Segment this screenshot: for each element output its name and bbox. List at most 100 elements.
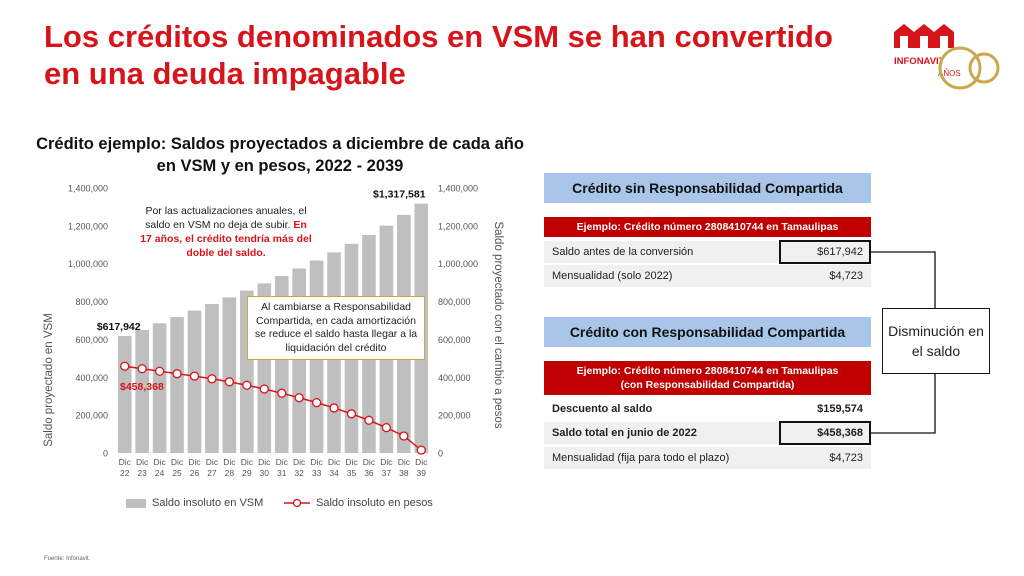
infonavit-houses-icon: [894, 24, 954, 48]
x-tick-label: Dic 34: [328, 457, 341, 478]
y-axis-label-left: Saldo proyectado en VSM: [43, 313, 55, 447]
bar: [222, 297, 237, 453]
data-point: [416, 445, 426, 455]
x-tick-label: Dic 32: [293, 457, 306, 478]
infonavit-50-logo: INFONAVIT AÑOS: [894, 24, 1000, 90]
data-point: [224, 377, 235, 387]
legend-item-pesos: Saldo insoluto en pesos: [284, 497, 433, 509]
row-label: Saldo antes de la conversión: [552, 246, 694, 258]
y-tick-label-left: 0: [103, 449, 108, 459]
y-tick-label-left: 200,000: [75, 411, 108, 421]
panel-no-shared-header: Crédito sin Responsabilidad Compartida: [544, 173, 871, 203]
highlight-box-before: [779, 240, 871, 264]
logo-brand: INFONAVIT: [894, 56, 945, 67]
bar: [117, 336, 132, 453]
table-row: Mensualidad (solo 2022) $4,723: [544, 265, 871, 287]
data-point: [364, 415, 374, 425]
x-tick-label: Dic 35: [345, 457, 358, 478]
legend-item-vsm: Saldo insoluto en VSM: [126, 497, 263, 509]
y-tick-label-left: 800,000: [75, 297, 108, 307]
y-tick-label-right: 600,000: [438, 335, 471, 345]
y-tick-label-right: 400,000: [438, 373, 471, 383]
row-value: $4,723: [829, 270, 863, 282]
data-label-first-point: $458,368: [120, 381, 164, 393]
y-tick-label-left: 1,200,000: [68, 221, 108, 231]
data-point: [311, 397, 322, 408]
chart-title: Crédito ejemplo: Saldos proyectados a di…: [36, 135, 524, 175]
data-point: [399, 431, 409, 441]
data-label-first-bar: $617,942: [97, 321, 141, 333]
table-row: Mensualidad (fija para todo el plazo) $4…: [544, 447, 871, 469]
annotation-vsm-growth: Por las actualizaciones anuales, el sald…: [138, 204, 314, 260]
row-label: Mensualidad (fija para todo el plazo): [552, 452, 730, 464]
x-tick-label: Dic 28: [223, 457, 236, 478]
y-tick-label-right: 1,000,000: [438, 259, 478, 269]
row-label: Mensualidad (solo 2022): [552, 270, 673, 282]
x-tick-label: Dic 27: [206, 457, 219, 478]
data-point: [329, 403, 339, 413]
callout-decrease: Disminución en el saldo: [882, 308, 990, 374]
data-point: [381, 422, 392, 433]
x-tick-label: Dic 39: [415, 457, 428, 478]
table-row: Descuento al saldo $159,574: [544, 398, 871, 420]
x-tick-label: Dic 38: [398, 457, 411, 478]
annotation-vsm-growth-highlight: En 17 años, el crédito tendría más del d…: [140, 219, 312, 259]
bar: [152, 323, 167, 453]
table-row: Saldo antes de la conversión $617,942: [544, 241, 871, 263]
y-tick-label-left: 1,000,000: [68, 259, 108, 269]
data-label-last-bar: $1,317,581: [373, 189, 426, 201]
data-point: [189, 371, 200, 381]
data-point: [172, 369, 182, 379]
row-value: $159,574: [817, 403, 863, 415]
annotation-vsm-growth-text: Por las actualizaciones anuales, el sald…: [145, 205, 307, 231]
y-tick-label-left: 600,000: [75, 335, 108, 345]
row-value: $458,368: [817, 427, 863, 439]
data-point: [346, 409, 357, 419]
data-point: [277, 388, 287, 398]
logo-sub: AÑOS: [938, 69, 961, 78]
x-tick-label: Dic 22: [119, 457, 132, 478]
x-tick-label: Dic 25: [171, 457, 184, 478]
legend-label-pesos: Saldo insoluto en pesos: [316, 497, 433, 509]
data-point: [242, 380, 252, 390]
x-tick-label: Dic 24: [153, 457, 166, 478]
y-tick-label-right: 0: [438, 449, 443, 459]
data-point: [207, 374, 217, 384]
data-point: [259, 384, 269, 394]
row-label: Saldo total en junio de 2022: [552, 427, 697, 439]
legend-swatch-line: [284, 498, 310, 508]
legend-label-vsm: Saldo insoluto en VSM: [152, 497, 264, 509]
x-tick-label: Dic 29: [241, 457, 254, 478]
connector-bracket: [871, 251, 936, 434]
y-axis-label-right: Saldo proyectado con el cambio a pesos: [492, 221, 504, 428]
x-tick-label: Dic 30: [258, 457, 271, 478]
panel-shared-subheader: Ejemplo: Crédito número 2808410744 en Ta…: [544, 361, 871, 395]
bar: [187, 310, 202, 453]
bar: [170, 317, 184, 453]
x-tick-label: Dic 33: [310, 457, 323, 478]
data-point: [294, 393, 304, 403]
row-label: Descuento al saldo: [552, 403, 653, 415]
annotation-shared-responsibility: Al cambiarse a Responsabilidad Compartid…: [247, 296, 425, 360]
y-tick-label-right: 1,200,000: [438, 221, 478, 231]
x-tick-label: Dic 23: [136, 457, 149, 478]
x-tick-label: Dic 26: [188, 457, 201, 478]
y-tick-label-left: 1,400,000: [68, 184, 108, 194]
y-tick-label-left: 400,000: [75, 373, 108, 383]
panel-shared-subheader-line2: (con Responsabilidad Compartida): [620, 379, 795, 391]
x-tick-label: Dic 31: [276, 457, 289, 478]
y-tick-label-right: 1,400,000: [438, 184, 478, 194]
panel-shared-header: Crédito con Responsabilidad Compartida: [544, 317, 871, 347]
source-note: Fuente: Infonavit.: [44, 556, 91, 562]
x-tick-label: Dic 37: [380, 457, 393, 478]
row-value: $617,942: [817, 246, 863, 258]
highlight-box-after: [779, 421, 871, 445]
series-line-pesos: [124, 365, 422, 451]
legend-swatch-bar: [126, 498, 146, 508]
y-tick-label-right: 800,000: [438, 297, 471, 307]
table-row: Saldo total en junio de 2022 $458,368: [544, 422, 871, 444]
panel-shared-subheader-line1: Ejemplo: Crédito número 2808410744 en Ta…: [576, 365, 839, 377]
data-point: [137, 364, 147, 374]
x-tick-label: Dic 36: [363, 457, 376, 478]
y-tick-label-right: 200,000: [438, 411, 471, 421]
